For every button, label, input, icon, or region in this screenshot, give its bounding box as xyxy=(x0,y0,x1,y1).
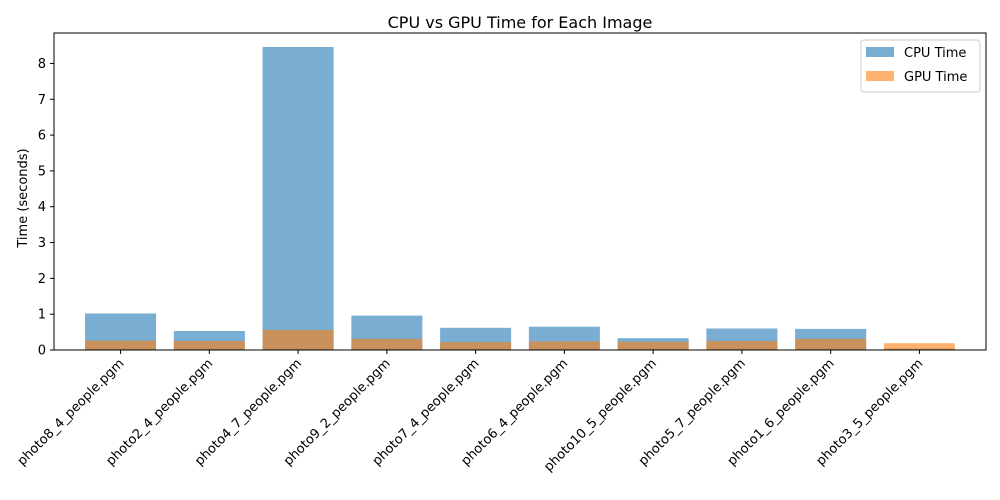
y-tick-label-7: 7 xyxy=(38,93,46,108)
bar-gpu-9 xyxy=(883,343,955,350)
bar-gpu-8 xyxy=(795,338,867,350)
bar-gpu-0 xyxy=(85,340,157,350)
legend-label-cpu: CPU Time xyxy=(904,46,966,61)
legend-swatch-gpu xyxy=(866,71,894,81)
bar-gpu-2 xyxy=(262,329,334,350)
y-tick-label-8: 8 xyxy=(38,57,46,72)
bars-layer xyxy=(85,46,955,351)
bar-gpu-3 xyxy=(351,338,423,350)
legend-label-gpu: GPU Time xyxy=(904,70,967,85)
legend-swatch-cpu xyxy=(866,47,894,57)
bar-gpu-6 xyxy=(617,341,689,350)
bar-gpu-4 xyxy=(440,342,512,350)
plot-frame xyxy=(53,32,987,351)
y-tick-label-3: 3 xyxy=(38,236,46,251)
bar-gpu-7 xyxy=(706,341,778,350)
bar-cpu-2 xyxy=(262,46,334,351)
y-tick-label-6: 6 xyxy=(38,129,46,144)
y-tick-label-4: 4 xyxy=(38,200,46,215)
y-tick-label-0: 0 xyxy=(38,344,46,359)
y-tick-label-2: 2 xyxy=(38,272,46,287)
y-tick-label-1: 1 xyxy=(38,308,46,323)
axes-layer: 012345678photo8_4_people.pgmphoto2_4_peo… xyxy=(15,32,987,475)
bar-gpu-1 xyxy=(173,341,245,350)
y-axis-label: Time (seconds) xyxy=(16,148,31,248)
bar-gpu-5 xyxy=(528,341,600,350)
chart-title: CPU vs GPU Time for Each Image xyxy=(388,13,653,32)
legend: CPU Time GPU Time xyxy=(860,39,981,93)
y-tick-label-5: 5 xyxy=(38,164,46,179)
